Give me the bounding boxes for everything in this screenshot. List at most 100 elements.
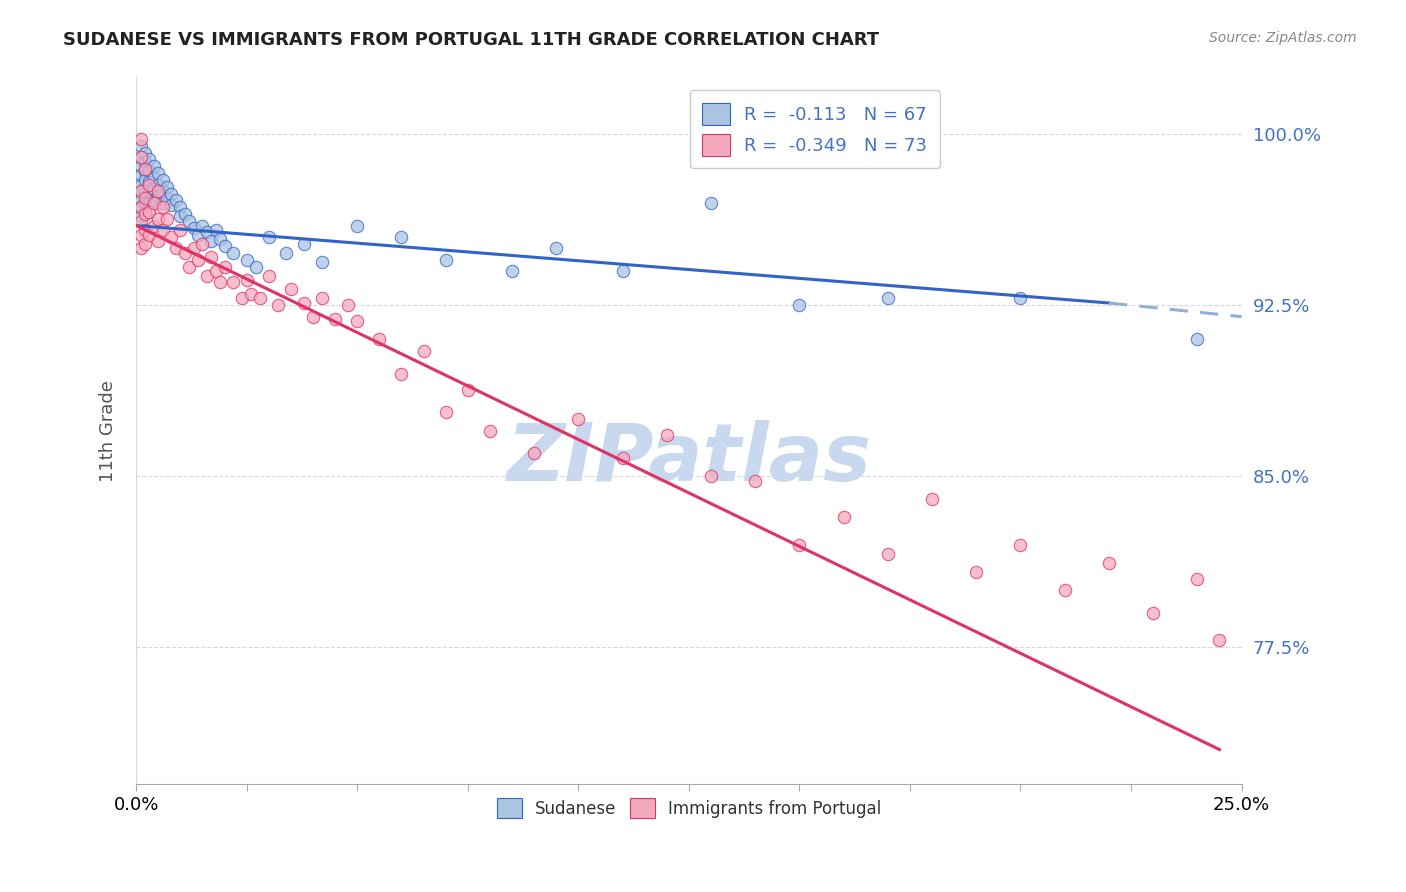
Point — [138, 227, 160, 242]
Point — [567, 412, 589, 426]
Legend: Sudanese, Immigrants from Portugal: Sudanese, Immigrants from Portugal — [489, 791, 887, 825]
Point — [195, 226, 218, 240]
Point — [156, 179, 179, 194]
Point — [200, 251, 222, 265]
Point — [187, 227, 209, 242]
Point — [655, 428, 678, 442]
Point — [173, 245, 195, 260]
Point — [876, 547, 898, 561]
Point — [152, 173, 174, 187]
Point — [142, 170, 165, 185]
Point — [138, 205, 160, 219]
Point — [165, 194, 187, 208]
Point — [129, 138, 152, 153]
Point — [368, 333, 391, 347]
Point — [129, 241, 152, 255]
Point — [457, 383, 479, 397]
Point — [700, 469, 723, 483]
Point — [148, 189, 170, 203]
Point — [323, 312, 346, 326]
Point — [921, 491, 943, 506]
Point — [148, 185, 170, 199]
Point — [160, 198, 183, 212]
Point — [134, 185, 156, 199]
Point — [700, 195, 723, 210]
Point — [235, 252, 257, 267]
Point — [156, 211, 179, 226]
Point — [231, 292, 253, 306]
Point — [478, 424, 501, 438]
Point — [129, 200, 152, 214]
Point — [292, 296, 315, 310]
Point — [134, 145, 156, 160]
Point — [129, 185, 152, 199]
Point — [266, 298, 288, 312]
Point — [142, 182, 165, 196]
Point — [169, 223, 191, 237]
Point — [134, 154, 156, 169]
Point — [280, 282, 302, 296]
Point — [311, 255, 333, 269]
Point — [789, 537, 811, 551]
Point — [129, 185, 152, 199]
Point — [240, 286, 263, 301]
Point — [257, 268, 280, 283]
Point — [134, 164, 156, 178]
Point — [276, 245, 298, 260]
Point — [142, 159, 165, 173]
Point — [501, 264, 523, 278]
Point — [142, 219, 165, 233]
Point — [391, 230, 413, 244]
Point — [612, 264, 634, 278]
Point — [179, 260, 201, 274]
Text: Source: ZipAtlas.com: Source: ZipAtlas.com — [1209, 31, 1357, 45]
Point — [134, 207, 156, 221]
Point — [1010, 537, 1032, 551]
Point — [160, 186, 183, 201]
Point — [129, 214, 152, 228]
Point — [1010, 292, 1032, 306]
Point — [204, 264, 226, 278]
Point — [1142, 606, 1164, 620]
Text: ZIPatlas: ZIPatlas — [506, 420, 872, 498]
Point — [523, 446, 546, 460]
Point — [173, 207, 195, 221]
Point — [148, 211, 170, 226]
Point — [235, 273, 257, 287]
Point — [138, 185, 160, 199]
Point — [138, 153, 160, 167]
Point — [222, 245, 245, 260]
Point — [1187, 572, 1209, 586]
Point — [257, 230, 280, 244]
Point — [148, 178, 170, 192]
Point — [434, 405, 457, 419]
Point — [148, 166, 170, 180]
Point — [346, 314, 368, 328]
Point — [129, 227, 152, 242]
Point — [142, 194, 165, 208]
Point — [546, 241, 568, 255]
Point — [152, 223, 174, 237]
Point — [1208, 633, 1230, 648]
Point — [183, 220, 205, 235]
Point — [138, 195, 160, 210]
Point — [156, 191, 179, 205]
Point — [169, 200, 191, 214]
Point — [209, 232, 232, 246]
Point — [134, 195, 156, 210]
Point — [1098, 556, 1121, 570]
Point — [129, 150, 152, 164]
Point — [214, 260, 236, 274]
Point — [134, 161, 156, 176]
Point — [302, 310, 325, 324]
Point — [195, 268, 218, 283]
Point — [179, 214, 201, 228]
Point — [191, 219, 214, 233]
Point — [129, 200, 152, 214]
Point — [249, 292, 271, 306]
Point — [434, 252, 457, 267]
Point — [134, 236, 156, 251]
Point — [138, 164, 160, 178]
Point — [187, 252, 209, 267]
Point — [209, 276, 232, 290]
